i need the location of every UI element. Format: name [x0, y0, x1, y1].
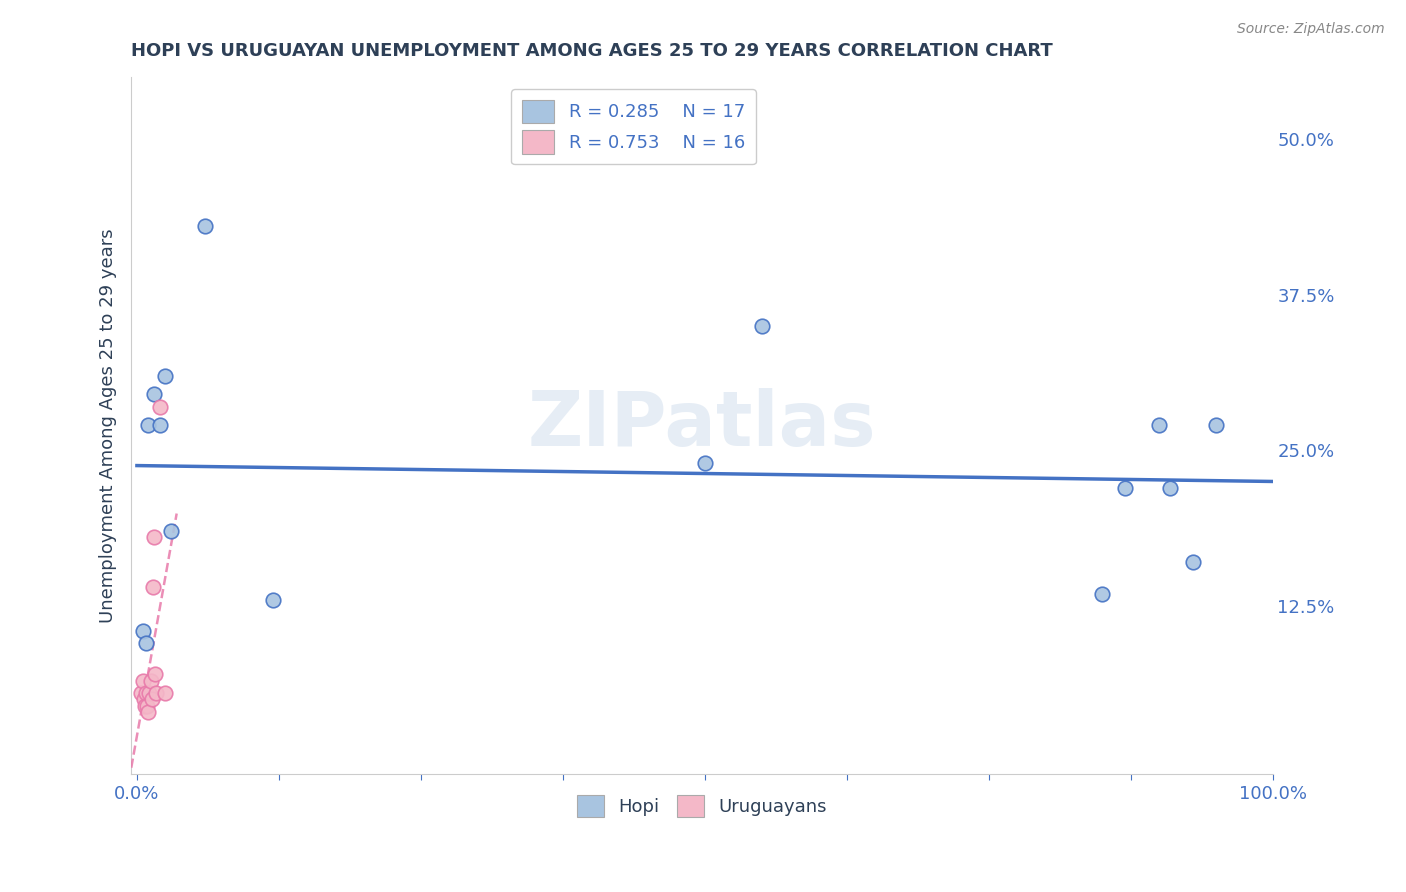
Point [143, 387, 166, 401]
Point [149, 418, 172, 433]
Point [134, 698, 156, 713]
Point [693, 456, 716, 470]
Point [155, 368, 177, 383]
Point [141, 692, 163, 706]
Point [155, 686, 177, 700]
Point [135, 636, 157, 650]
Point [139, 673, 162, 688]
Point [751, 318, 773, 333]
Point [131, 686, 153, 700]
Point [1147, 418, 1170, 433]
Point [136, 418, 159, 433]
Point [142, 580, 165, 594]
Text: ZIPatlas: ZIPatlas [527, 388, 876, 462]
Point [143, 531, 166, 545]
Point [1182, 555, 1205, 569]
Point [160, 524, 183, 539]
Point [136, 698, 159, 713]
Point [149, 400, 172, 414]
Point [138, 686, 160, 700]
Point [1205, 418, 1227, 433]
Point [1159, 481, 1181, 495]
Point [194, 219, 217, 233]
Point [131, 624, 153, 638]
Y-axis label: Unemployment Among Ages 25 to 29 years: Unemployment Among Ages 25 to 29 years [100, 228, 117, 623]
Point [1091, 586, 1114, 600]
Point [262, 592, 284, 607]
Point [132, 692, 155, 706]
Point [131, 673, 153, 688]
Point [145, 686, 167, 700]
Text: HOPI VS URUGUAYAN UNEMPLOYMENT AMONG AGES 25 TO 29 YEARS CORRELATION CHART: HOPI VS URUGUAYAN UNEMPLOYMENT AMONG AGE… [131, 42, 1053, 60]
Point [135, 686, 157, 700]
Legend: Hopi, Uruguayans: Hopi, Uruguayans [569, 788, 835, 824]
Point [136, 705, 159, 719]
Point [1114, 481, 1136, 495]
Text: Source: ZipAtlas.com: Source: ZipAtlas.com [1237, 22, 1385, 37]
Point [143, 667, 166, 681]
